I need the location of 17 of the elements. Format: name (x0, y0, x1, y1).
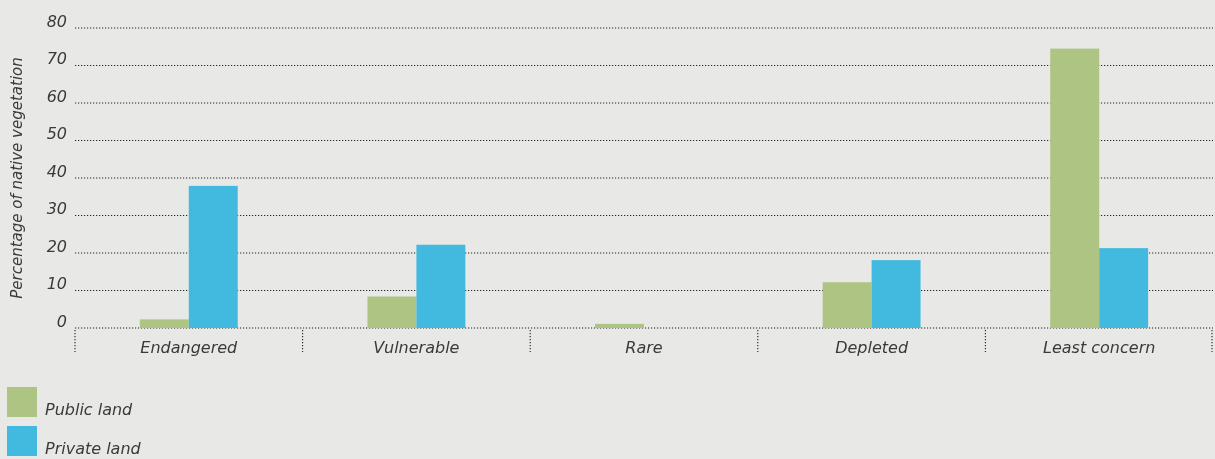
y-tick-label: 20 (46, 236, 67, 256)
y-axis-title: Percentage of native vegetation (8, 57, 26, 299)
y-tick-label: 0 (56, 311, 67, 331)
y-tick-label: 30 (46, 199, 67, 219)
y-tick-label: 50 (46, 124, 67, 144)
y-tick-label: 70 (46, 49, 67, 69)
y-tick-label: 60 (46, 86, 67, 106)
x-tick-label: Depleted (835, 338, 909, 358)
x-tick-label: Rare (625, 338, 663, 358)
x-tick-label: Least concern (1043, 338, 1156, 358)
legend-label: Public land (45, 400, 134, 419)
x-tick-label: Vulnerable (373, 338, 460, 358)
legend-label: Private land (45, 439, 142, 458)
y-tick-label: 10 (46, 274, 67, 294)
x-tick-label: Endangered (140, 338, 239, 358)
y-tick-label: 80 (46, 11, 67, 31)
y-tick-label: 40 (46, 161, 67, 181)
